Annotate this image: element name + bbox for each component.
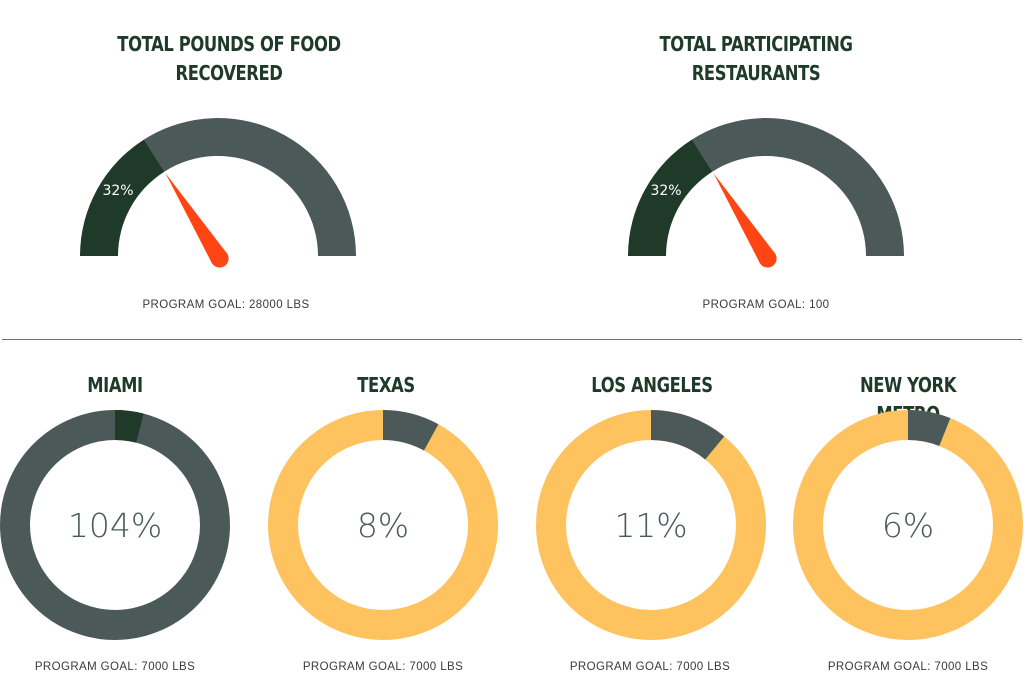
donut-goal-los-angeles: PROGRAM GOAL: 7000 LBS	[569, 661, 731, 673]
donut-title-los-angeles: LOS ANGELES	[591, 373, 713, 397]
donut-goal-new-york-metro: PROGRAM GOAL: 7000 LBS	[827, 661, 989, 673]
donut-new-york-metro-value-label: 6%	[882, 506, 934, 545]
donut-texas-segment	[383, 410, 439, 451]
donut-new-york-metro-segment	[908, 410, 951, 446]
donut-title-texas: TEXAS	[357, 373, 415, 397]
gauge-1-needle	[713, 173, 776, 264]
gauge-title-food-line2: RECOVERED	[175, 61, 283, 85]
donut-title-miami: MIAMI	[87, 373, 143, 397]
gauge-0-track	[144, 118, 356, 257]
donut-miami-value-label: 104%	[68, 506, 162, 545]
gauge-1-track	[692, 117, 904, 256]
gauge-0-needle	[165, 173, 228, 264]
gauge-0-filled	[80, 139, 165, 256]
gauge-title-food-line1: TOTAL POUNDS OF FOOD	[117, 32, 341, 56]
gauge-title-food: TOTAL POUNDS OF FOOD RECOVERED	[102, 30, 356, 88]
section-divider	[2, 339, 1022, 340]
donut-los-angeles-segment	[651, 410, 725, 460]
gauge-1-value-label: 32%	[650, 183, 681, 199]
gauge-goal-restaurants: PROGRAM GOAL: 100	[702, 299, 830, 311]
gauge-0-value-label: 32%	[102, 183, 133, 199]
donut-los-angeles-value-label: 11%	[614, 506, 687, 545]
donut-texas-value-label: 8%	[357, 506, 409, 545]
gauge-0-needle-hub	[210, 249, 229, 268]
gauge-1-filled	[628, 139, 713, 256]
gauge-goal-food: PROGRAM GOAL: 28000 LBS	[142, 299, 310, 311]
gauge-1-needle-hub	[758, 249, 777, 268]
gauge-title-restaurants-line2: RESTAURANTS	[691, 61, 821, 85]
donut-goal-miami: PROGRAM GOAL: 7000 LBS	[34, 661, 196, 673]
donut-goal-texas: PROGRAM GOAL: 7000 LBS	[302, 661, 464, 673]
donut-miami-segment	[115, 410, 144, 443]
gauge-title-restaurants-line1: TOTAL PARTICIPATING	[659, 32, 853, 56]
gauge-title-restaurants: TOTAL PARTICIPATING RESTAURANTS	[629, 30, 883, 88]
